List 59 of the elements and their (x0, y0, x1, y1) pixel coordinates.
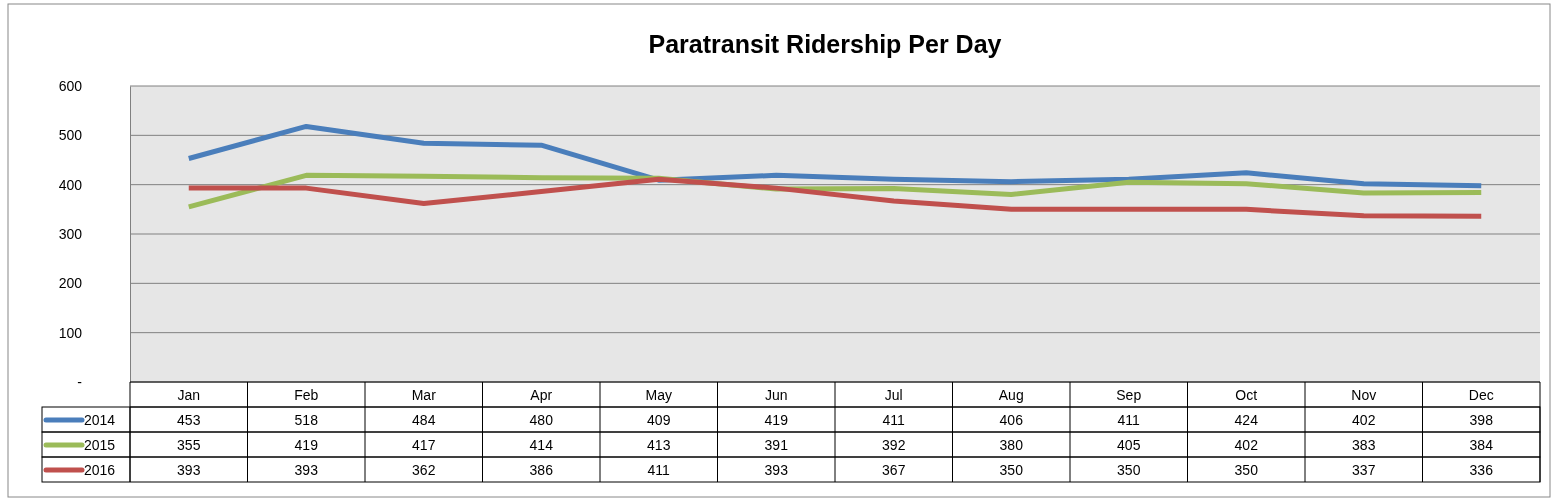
data-label: 413 (647, 437, 671, 453)
data-label: 383 (1352, 437, 1376, 453)
data-label: 398 (1469, 412, 1494, 428)
data-label: 518 (294, 412, 319, 428)
data-label: 419 (294, 437, 319, 453)
data-label: 414 (529, 437, 554, 453)
data-label: 350 (999, 462, 1024, 478)
y-tick-label: 200 (58, 275, 83, 292)
data-label: 355 (177, 437, 201, 453)
y-tick-label: 100 (58, 324, 83, 341)
data-label: 409 (647, 412, 671, 428)
data-label: 411 (647, 462, 671, 478)
x-tick-label: Nov (1351, 387, 1377, 403)
data-label: 402 (1234, 437, 1259, 453)
data-label: 411 (1117, 412, 1141, 428)
x-tick-label: Apr (530, 387, 553, 403)
data-label: 411 (882, 412, 906, 428)
data-label: 350 (1234, 462, 1259, 478)
legend-label: 2015 (84, 437, 116, 453)
data-label: 391 (764, 437, 789, 453)
y-tick-label: 300 (58, 225, 83, 242)
chart-title: Paratransit Ridership Per Day (648, 30, 1002, 58)
data-label: 419 (764, 412, 789, 428)
x-tick-label: Dec (1468, 387, 1494, 403)
data-label: 405 (1117, 437, 1141, 453)
x-tick-label: Jul (884, 387, 903, 403)
data-label: 393 (294, 462, 319, 478)
data-label: 424 (1234, 412, 1259, 428)
data-label: 386 (529, 462, 554, 478)
y-tick-label: 400 (58, 176, 83, 193)
data-label: 402 (1352, 412, 1376, 428)
data-label: 480 (529, 412, 554, 428)
x-tick-label: Aug (998, 387, 1024, 403)
x-tick-label: Sep (1116, 387, 1142, 403)
y-tick-label: 600 (58, 77, 83, 94)
data-label: 484 (412, 412, 436, 428)
data-label: 393 (764, 462, 789, 478)
data-label: 367 (882, 462, 906, 478)
x-tick-label: Jun (764, 387, 788, 403)
data-label: 350 (1117, 462, 1141, 478)
x-tick-label: Feb (294, 387, 319, 403)
data-label: 362 (412, 462, 436, 478)
legend-label: 2016 (84, 462, 116, 478)
data-label: 453 (177, 412, 201, 428)
data-label: 417 (412, 437, 436, 453)
data-label: 392 (882, 437, 906, 453)
data-label: 393 (177, 462, 201, 478)
x-tick-label: Jan (177, 387, 201, 403)
data-label: 380 (999, 437, 1024, 453)
legend-label: 2014 (84, 412, 116, 428)
y-tick-label: 500 (58, 127, 83, 144)
data-label: 384 (1469, 437, 1494, 453)
data-label: 336 (1469, 462, 1494, 478)
data-label: 337 (1352, 462, 1376, 478)
data-label: 406 (999, 412, 1024, 428)
y-tick-label: - (77, 373, 83, 390)
x-tick-label: May (645, 387, 672, 403)
x-tick-label: Mar (411, 387, 437, 403)
x-tick-label: Oct (1235, 387, 1258, 403)
